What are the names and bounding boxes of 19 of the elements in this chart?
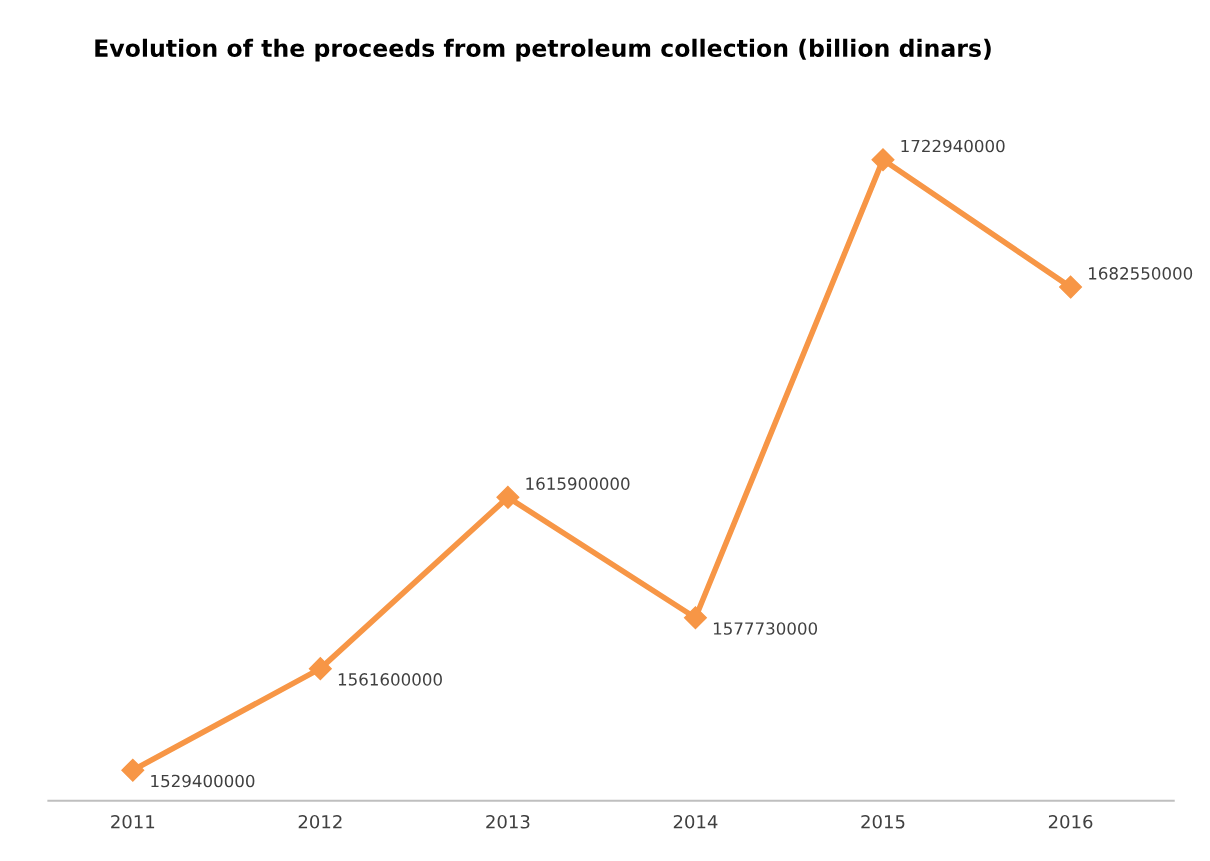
point xyxy=(496,485,520,509)
point xyxy=(121,758,145,782)
data-label: 1722940000 xyxy=(901,139,1005,153)
point xyxy=(871,148,895,172)
data-label: 1529400000 xyxy=(151,774,255,788)
x-tick-label: 2016 xyxy=(1048,814,1093,829)
x-tick-label: 2012 xyxy=(298,814,342,829)
x-tick-label: 2015 xyxy=(861,814,905,829)
chart-title: Evolution of the proceeds from petroleum collection (billion dinars) xyxy=(95,38,991,62)
data-label: 1615900000 xyxy=(526,477,630,490)
x-tick-label: 2011 xyxy=(111,814,155,829)
x-tick-label: 2013 xyxy=(486,814,530,829)
point xyxy=(308,657,332,681)
point xyxy=(1059,275,1083,299)
x-tick-label: 2014 xyxy=(673,814,718,829)
data-label: 1561600000 xyxy=(338,673,442,686)
data-label: 1682550000 xyxy=(1089,267,1193,280)
data-label: 1577730000 xyxy=(713,622,818,635)
point xyxy=(683,606,707,630)
